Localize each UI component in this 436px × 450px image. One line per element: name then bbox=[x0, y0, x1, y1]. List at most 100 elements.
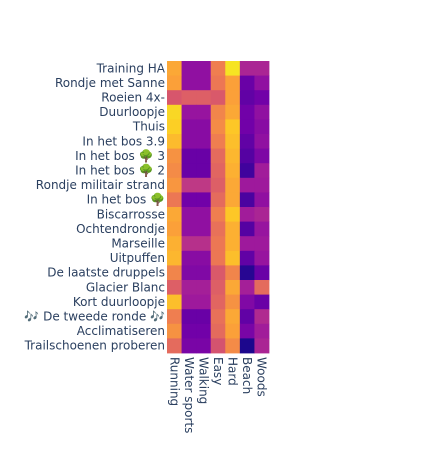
heatmap-cell bbox=[196, 192, 212, 208]
heatmap-cell bbox=[254, 177, 270, 193]
heatmap-cell bbox=[225, 309, 241, 325]
heatmap-cell bbox=[239, 90, 255, 106]
heatmap-cell bbox=[225, 338, 241, 354]
heatmap-cell bbox=[210, 192, 226, 208]
heatmap-cell bbox=[239, 104, 255, 120]
heatmap-cell bbox=[225, 177, 241, 193]
x-tick-label: Beach bbox=[240, 357, 254, 394]
heatmap-cell bbox=[254, 294, 270, 310]
heatmap-cell bbox=[210, 61, 226, 76]
heatmap-cell bbox=[181, 177, 197, 193]
heatmap-cell bbox=[181, 90, 197, 106]
heatmap-cell bbox=[210, 265, 226, 281]
heatmap-cell bbox=[196, 236, 212, 252]
y-tick-label: Kort duurloopje bbox=[73, 295, 165, 309]
heatmap-cell bbox=[225, 119, 241, 135]
y-tick-label: De laatste druppels bbox=[47, 266, 165, 280]
heatmap-cell bbox=[254, 207, 270, 222]
y-tick-label: Duurloopje bbox=[99, 105, 165, 119]
heatmap-cell bbox=[181, 75, 197, 91]
y-tick-label: Biscarrosse bbox=[97, 207, 165, 221]
heatmap-cell bbox=[254, 163, 270, 179]
heatmap-cell bbox=[210, 294, 226, 310]
heatmap-cell bbox=[210, 75, 226, 91]
heatmap-cell bbox=[196, 163, 212, 179]
heatmap-cell bbox=[167, 207, 182, 222]
heatmap-cell bbox=[225, 75, 241, 91]
heatmap-cell bbox=[167, 323, 182, 339]
heatmap-cell bbox=[196, 134, 212, 149]
heatmap-cell bbox=[225, 236, 241, 252]
heatmap-cell bbox=[225, 90, 241, 106]
heatmap-cell bbox=[167, 75, 182, 91]
heatmap-cell bbox=[167, 280, 182, 295]
heatmap-cell bbox=[254, 338, 270, 354]
heatmap-cell bbox=[196, 265, 212, 281]
heatmap-cell bbox=[196, 309, 212, 325]
heatmap-cell bbox=[181, 163, 197, 179]
heatmap-cell bbox=[225, 104, 241, 120]
heatmap-cell bbox=[239, 280, 255, 295]
heatmap-cell bbox=[181, 192, 197, 208]
heatmap-cell bbox=[196, 148, 212, 164]
heatmap-cell bbox=[254, 309, 270, 325]
y-tick-label: In het bos 🌳 3 bbox=[75, 148, 165, 163]
heatmap-cell bbox=[239, 134, 255, 149]
heatmap-cell bbox=[167, 90, 182, 106]
heatmap-cell bbox=[239, 221, 255, 237]
x-tick-label: Running bbox=[167, 357, 181, 406]
y-tick-label: In het bos 3.9 bbox=[82, 134, 165, 148]
heatmap-cell bbox=[210, 309, 226, 325]
heatmap-cell bbox=[254, 250, 270, 266]
heatmap-cell bbox=[167, 163, 182, 179]
heatmap-cell bbox=[210, 104, 226, 120]
heatmap-cell bbox=[210, 177, 226, 193]
heatmap-cell bbox=[225, 207, 241, 222]
heatmap-cell bbox=[210, 250, 226, 266]
heatmap-cell bbox=[225, 250, 241, 266]
heatmap-cell bbox=[167, 236, 182, 252]
x-tick-label: Easy bbox=[211, 357, 225, 385]
heatmap-cell bbox=[181, 294, 197, 310]
heatmap-cell bbox=[196, 119, 212, 135]
heatmap-cell bbox=[210, 236, 226, 252]
heatmap-cell bbox=[196, 221, 212, 237]
heatmap-cell bbox=[225, 221, 241, 237]
heatmap-cell bbox=[254, 236, 270, 252]
y-tick-label: Trailschoenen proberen bbox=[24, 339, 165, 353]
heatmap-cell bbox=[196, 177, 212, 193]
heatmap-cell bbox=[167, 61, 182, 76]
heatmap-cell bbox=[196, 280, 212, 295]
y-tick-label: Uitpuffen bbox=[110, 251, 165, 265]
heatmap-cell bbox=[225, 265, 241, 281]
heatmap-cell bbox=[181, 104, 197, 120]
heatmap-cell bbox=[239, 61, 255, 76]
heatmap-cell bbox=[225, 163, 241, 179]
heatmap-cell bbox=[239, 338, 255, 354]
x-axis-tick-labels: Running Water sports Walking Easy Hard Beach W… bbox=[167, 357, 268, 433]
heatmap-cell bbox=[181, 309, 197, 325]
heatmap-cell bbox=[210, 280, 226, 295]
y-tick-label: Acclimatiseren bbox=[77, 324, 165, 338]
heatmap-cell bbox=[210, 323, 226, 339]
heatmap-cell bbox=[181, 134, 197, 149]
y-tick-label: Glacier Blanc bbox=[86, 280, 165, 294]
heatmap-cell bbox=[167, 148, 182, 164]
heatmap-cell bbox=[196, 104, 212, 120]
heatmap-cell bbox=[239, 294, 255, 310]
heatmap-cell bbox=[167, 192, 182, 208]
heatmap-cell bbox=[225, 323, 241, 339]
x-tick-label: Woods bbox=[255, 357, 269, 397]
x-tick-label: Water sports bbox=[182, 357, 196, 433]
heatmap-cell bbox=[239, 207, 255, 222]
heatmap-cell bbox=[254, 148, 270, 164]
heatmap-cell bbox=[181, 221, 197, 237]
heatmap-cell bbox=[239, 148, 255, 164]
heatmap-cell bbox=[167, 104, 182, 120]
heatmap-cell bbox=[196, 61, 212, 76]
heatmap-cell bbox=[167, 265, 182, 281]
heatmap-cell bbox=[181, 323, 197, 339]
heatmap-cell bbox=[167, 177, 182, 193]
